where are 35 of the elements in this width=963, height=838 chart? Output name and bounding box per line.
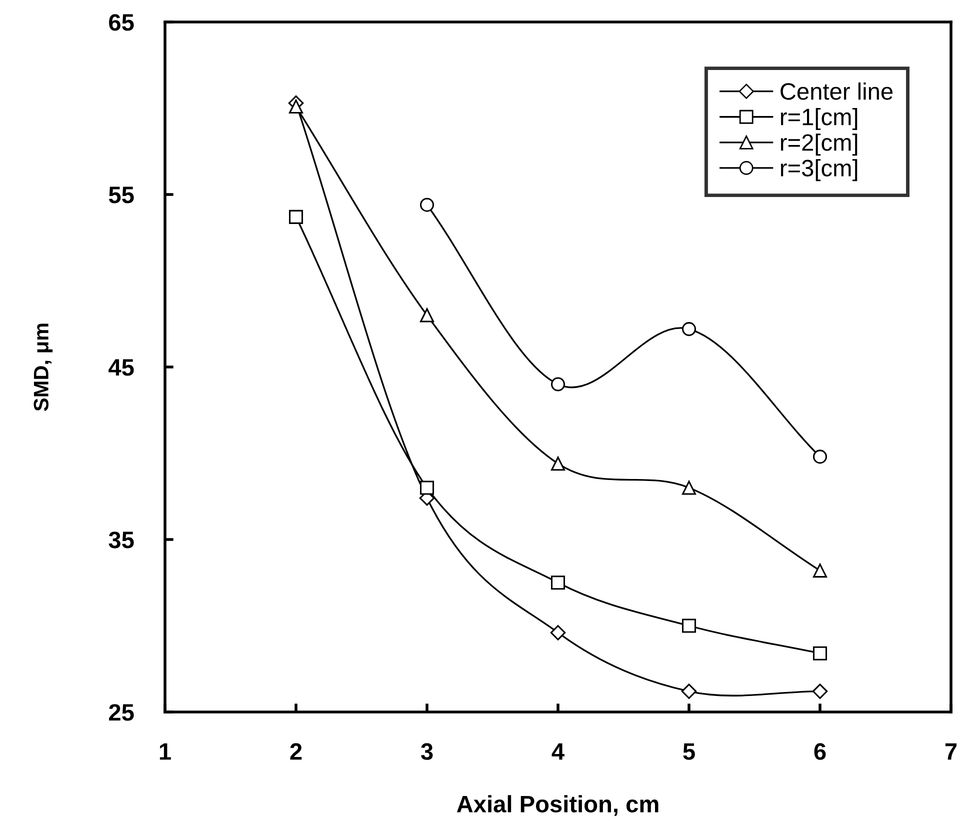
point [288,100,304,114]
x-tick-label: 5 [683,743,695,760]
point [420,480,434,495]
legend-label: Center line [780,82,893,100]
x-tick-label: 3 [420,743,433,760]
y-tick-label: 55 [108,186,134,204]
point [812,646,828,660]
legend-label: r=1[cm] [780,108,858,130]
point [682,322,696,336]
point [681,684,697,699]
point [420,308,434,322]
point [812,450,828,464]
point [550,576,566,590]
x-tick-label: 7 [945,743,957,760]
point [550,377,566,392]
x-tick-label: 4 [552,743,564,760]
point [550,625,566,640]
point [812,564,828,578]
y-tick-label: 25 [109,704,134,721]
x-tick-label: 1 [160,743,171,760]
point [682,480,696,495]
y-tick-label: 35 [108,532,134,548]
y-tick-label: 45 [108,359,134,376]
point [550,456,566,471]
legend-label: r=3[cm] [780,159,858,182]
point [812,684,828,699]
x-axis-title: Axial Position, cm [456,795,658,816]
point [682,618,696,633]
point [288,210,304,224]
x-tick-label: 6 [814,743,826,760]
point [420,198,434,212]
legend-label: r=2[cm] [780,134,858,156]
y-tick-label: 65 [109,14,134,31]
y-axis-title: SMD, μm [34,324,53,411]
x-tick-label: 2 [290,743,302,760]
